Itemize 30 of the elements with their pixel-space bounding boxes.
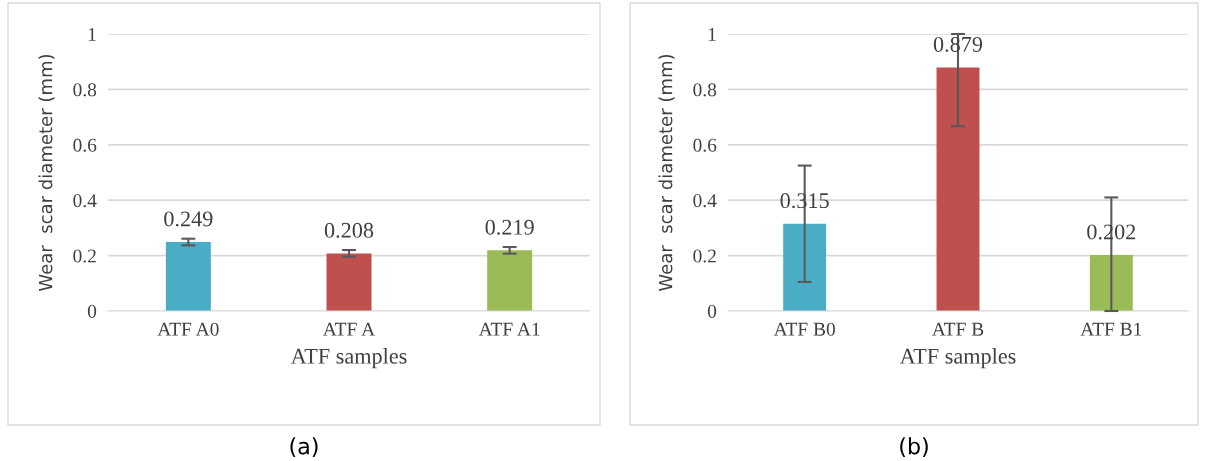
y-tick-label: 0.6 — [73, 138, 97, 152]
y-axis-title: Wear scar diameter (mm) — [658, 54, 675, 292]
y-tick-label: 0 — [707, 304, 717, 318]
y-tick-label: 0.8 — [693, 83, 717, 97]
data-label: 0.208 — [324, 222, 374, 238]
y-tick-label: 0.4 — [693, 194, 717, 208]
x-tick-label: ATF A1 — [478, 322, 540, 336]
bar — [1089, 255, 1133, 311]
x-tick-label: ATF A0 — [157, 322, 219, 336]
x-axis-title: ATF samples — [899, 348, 1016, 369]
y-tick-label: 0.2 — [693, 249, 716, 263]
x-tick-label: ATF A — [322, 322, 376, 336]
x-tick-label: ATF B1 — [1080, 322, 1142, 336]
bar — [936, 67, 980, 311]
x-axis-title: ATF samples — [290, 348, 407, 369]
text: (b) — [900, 437, 928, 458]
y-axis-title: Wear scar diameter (mm) — [38, 54, 55, 292]
data-label: 0.219 — [485, 219, 534, 235]
y-tick-label: 0 — [87, 304, 97, 318]
y-tick-label: 1 — [708, 27, 716, 41]
data-label: 0.249 — [164, 211, 213, 227]
text: (a) — [290, 437, 318, 458]
y-tick-label: 0.8 — [73, 83, 97, 97]
y-tick-label: 0.2 — [73, 249, 96, 263]
x-tick-label: ATF B0 — [773, 322, 835, 336]
y-tick-label: 0.6 — [693, 138, 717, 152]
x-tick-label: ATF B — [931, 322, 984, 336]
y-tick-label: 0.4 — [73, 194, 97, 208]
bar — [783, 223, 827, 311]
y-tick-label: 1 — [88, 27, 96, 41]
